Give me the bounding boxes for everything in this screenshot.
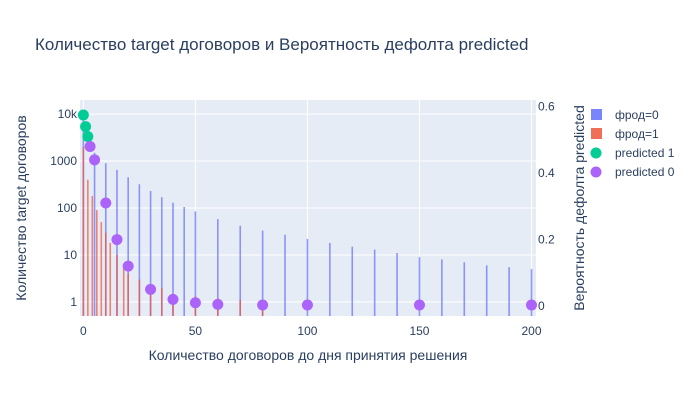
x-axis-label: Количество договоров до дня принятия реш… (149, 347, 468, 363)
scatter-point (82, 131, 94, 143)
bar (329, 242, 331, 316)
legend-label: predicted 1 (615, 146, 675, 160)
x-tick-label: 50 (189, 324, 203, 338)
bar (87, 179, 89, 316)
bar (239, 299, 242, 316)
bar (172, 202, 174, 316)
y-tick-label: 100 (57, 201, 77, 215)
bar (109, 242, 112, 316)
y2-tick-label: 0.2 (538, 233, 555, 247)
bar (127, 177, 129, 316)
bar (508, 267, 510, 316)
bar (441, 259, 443, 316)
bar (194, 211, 197, 316)
legend: фрод=0 фрод=1 predicted 1 predicted 0 (590, 108, 675, 179)
bar (127, 273, 129, 316)
y2-tick-label: 0 (538, 299, 545, 313)
bar (82, 146, 85, 316)
legend-label: predicted 0 (615, 165, 675, 179)
y-tick-label: 10k (58, 107, 78, 121)
bar (96, 210, 98, 316)
bar (217, 219, 219, 316)
x-tick-label: 200 (522, 324, 542, 338)
legend-label: фрод=0 (615, 108, 659, 122)
scatter-point (77, 109, 89, 121)
bar (418, 257, 421, 316)
scatter-point (89, 154, 101, 166)
x-tick-label: 150 (409, 324, 429, 338)
bar (138, 184, 141, 316)
bar (284, 234, 286, 316)
scatter-point (189, 297, 201, 309)
bar (122, 265, 125, 316)
y2-tick-label: 0.4 (538, 166, 555, 180)
legend-swatch (591, 109, 602, 120)
y2-axis-label: Вероятность дефолта predicted (571, 105, 587, 310)
bar (138, 279, 141, 316)
bar (239, 225, 242, 316)
bar (463, 262, 466, 316)
scatter-point (301, 299, 313, 311)
bar (261, 230, 264, 316)
y2-tick-label: 0.6 (538, 100, 555, 114)
x-tick-label: 0 (80, 324, 87, 338)
bar (160, 197, 163, 316)
legend-marker (590, 147, 602, 159)
chart-title: Количество target договоров и Вероятност… (35, 35, 529, 54)
bar (149, 287, 152, 316)
bar (160, 287, 163, 316)
y-axis-label: Количество target договоров (13, 115, 29, 300)
x-tick-label: 100 (297, 324, 317, 338)
scatter-point (100, 197, 112, 209)
y-tick-label: 1 (70, 295, 77, 309)
scatter-point (212, 298, 224, 310)
scatter-point (122, 260, 134, 272)
legend-label: фрод=1 (615, 127, 659, 141)
bar (183, 207, 185, 316)
bar (91, 196, 94, 316)
bar (100, 222, 103, 316)
scatter-point (145, 283, 157, 295)
scatter-point (111, 234, 123, 246)
bar (104, 232, 107, 316)
legend-swatch (591, 128, 602, 139)
bar (396, 253, 398, 316)
y2-axis-ticks: 0 0.2 0.4 0.6 (538, 100, 555, 313)
bar (149, 191, 152, 316)
scatter-point (526, 299, 538, 311)
scatter-point (413, 299, 425, 311)
y-tick-label: 10 (64, 248, 78, 262)
bar (373, 249, 376, 316)
scatter-point (167, 293, 179, 305)
bar (93, 152, 96, 316)
scatter-point (257, 299, 269, 311)
y-axis-ticks: 1 10 100 1000 10k (50, 107, 78, 309)
bar (116, 254, 118, 316)
bar (306, 238, 309, 316)
x-axis-ticks: 0 50 100 150 200 (80, 324, 542, 338)
scatter-points (77, 109, 538, 311)
scatter-point (80, 121, 92, 133)
y-tick-label: 1000 (50, 154, 77, 168)
legend-marker (590, 166, 602, 178)
bar (530, 269, 533, 316)
bar (485, 265, 488, 316)
scatter-point (84, 141, 96, 153)
bar (351, 246, 354, 316)
